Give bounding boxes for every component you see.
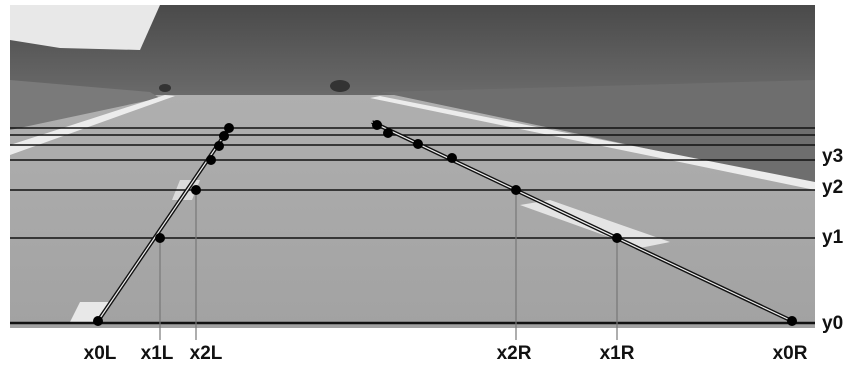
point — [413, 139, 423, 149]
x-label: x0R — [773, 343, 808, 364]
x-labels: x0L x1L x2L x2R x1R x0R — [84, 343, 808, 364]
point — [191, 185, 201, 195]
x-label: x2R — [497, 343, 532, 364]
y-label: y0 — [822, 313, 843, 334]
lane-diagram: y3 y2 y1 y0 x0L x1L x2L x2R x1R x0R — [0, 0, 853, 369]
y-labels: y3 y2 y1 y0 — [822, 146, 844, 334]
x-label: x2L — [190, 343, 223, 364]
point — [383, 128, 393, 138]
point — [612, 233, 622, 243]
y-label: y1 — [822, 227, 844, 248]
x-label: x1R — [600, 343, 635, 364]
y-label: y3 — [822, 146, 843, 167]
y-label: y2 — [822, 177, 843, 198]
point — [224, 123, 234, 133]
x-label: x1L — [141, 343, 174, 364]
point — [214, 141, 224, 151]
point — [93, 316, 103, 326]
x-label: x0L — [84, 343, 117, 364]
point — [787, 316, 797, 326]
point — [206, 155, 216, 165]
point — [447, 153, 457, 163]
road-photo — [10, 5, 815, 328]
point — [372, 120, 382, 130]
point — [511, 185, 521, 195]
point — [155, 233, 165, 243]
